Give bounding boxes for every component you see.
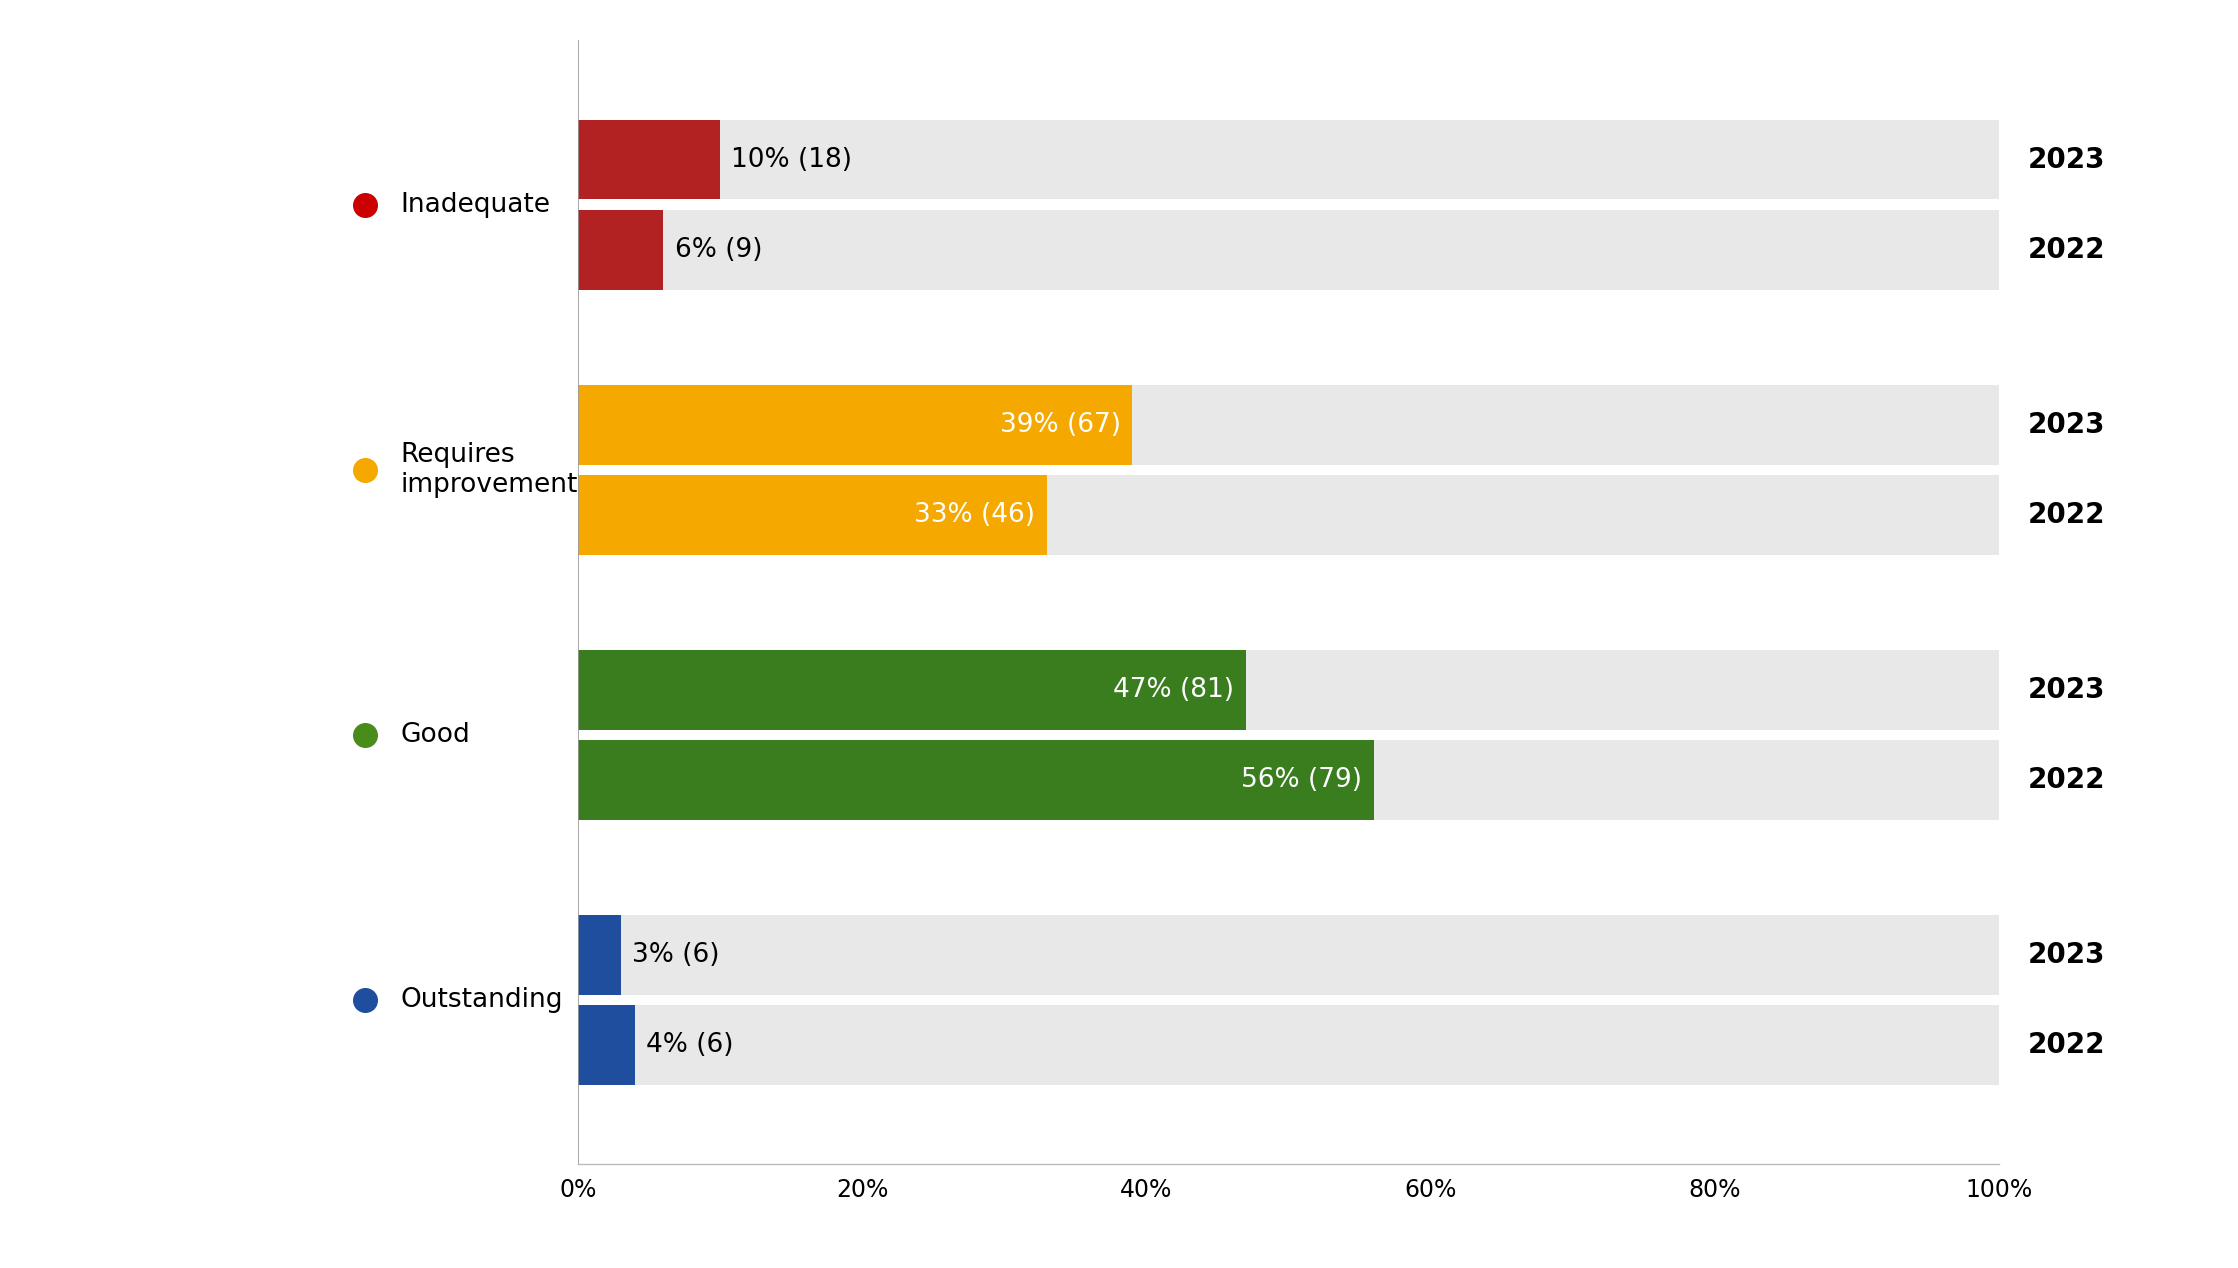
Bar [577,210,1999,289]
Text: Good: Good [401,721,470,748]
Text: 2022: 2022 [2028,766,2104,794]
Bar [577,476,1999,554]
Text: 4% (6): 4% (6) [647,1032,734,1058]
Text: 2023: 2023 [2028,676,2104,704]
Bar [577,210,662,289]
Text: 39% (67): 39% (67) [1000,412,1121,437]
Text: 2023: 2023 [2028,146,2104,174]
Text: 10% (18): 10% (18) [732,147,853,172]
Text: 33% (46): 33% (46) [915,502,1036,527]
Text: 2023: 2023 [2028,411,2104,439]
Text: 2022: 2022 [2028,1031,2104,1059]
Bar [577,385,1999,464]
Bar [577,1006,636,1085]
Text: 56% (79): 56% (79) [1242,767,1363,792]
Bar [577,915,1999,994]
Bar [577,915,620,994]
Bar [577,741,1374,819]
Bar [577,650,1247,729]
Bar [577,120,1999,199]
Text: 2022: 2022 [2028,501,2104,529]
Bar [577,476,1047,554]
Text: 2022: 2022 [2028,236,2104,264]
Bar [577,1006,1999,1085]
Text: 2023: 2023 [2028,941,2104,969]
Text: 47% (81): 47% (81) [1115,677,1235,702]
Text: Inadequate: Inadequate [401,191,551,218]
Text: Outstanding: Outstanding [401,987,562,1013]
Text: 3% (6): 3% (6) [631,942,718,967]
Bar [577,385,1132,464]
Bar [577,741,1999,819]
Bar [577,120,721,199]
Text: 6% (9): 6% (9) [674,237,763,262]
Text: Requires
improvement: Requires improvement [401,441,577,498]
Bar [577,650,1999,729]
